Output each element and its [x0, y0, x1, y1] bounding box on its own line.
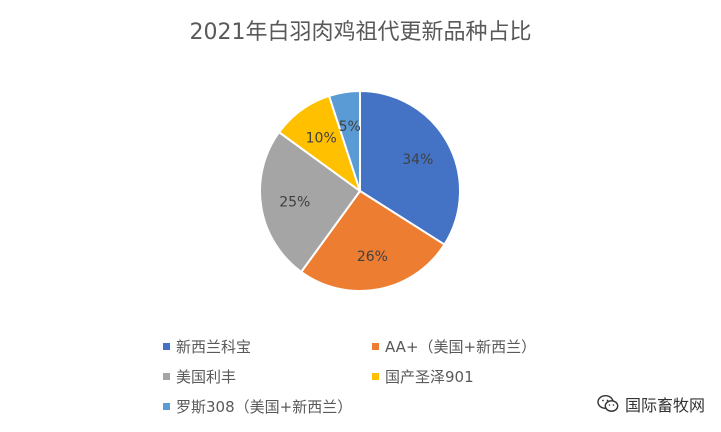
slice-data-label: 26% — [357, 249, 388, 265]
legend-item: 新西兰科宝 — [163, 336, 251, 357]
legend-swatch — [163, 373, 170, 380]
legend-swatch — [163, 343, 170, 350]
wechat-icon — [597, 394, 619, 412]
slice-data-label: 25% — [279, 194, 310, 210]
slice-data-label: 10% — [306, 131, 337, 147]
watermark: 国际畜牧网 — [597, 392, 705, 416]
legend-swatch — [372, 343, 379, 350]
pie-slice — [259, 130, 362, 274]
chart-title: 2021年白羽肉鸡祖代更新品种占比 — [189, 20, 532, 45]
slice-data-label: 5% — [339, 119, 361, 135]
legend-item: 美国利丰 — [163, 366, 236, 387]
legend-swatch — [372, 373, 379, 380]
slice-data-label: 34% — [402, 152, 433, 168]
legend-label: 美国利丰 — [176, 368, 237, 386]
legend-label: 新西兰科宝 — [176, 338, 252, 356]
pie-slice — [299, 189, 446, 292]
legend-label: AA+（美国+新西兰） — [385, 338, 537, 356]
legend-item: AA+（美国+新西兰） — [372, 336, 536, 357]
watermark-text: 国际畜牧网 — [624, 396, 705, 415]
pie-slice — [327, 89, 361, 192]
legend-label: 罗斯308（美国+新西兰） — [176, 398, 353, 416]
legend-item: 国产圣泽901 — [372, 366, 474, 387]
legend-swatch — [163, 403, 170, 410]
legend-item: 罗斯308（美国+新西兰） — [163, 396, 352, 417]
legend-label: 国产圣泽901 — [385, 368, 474, 386]
